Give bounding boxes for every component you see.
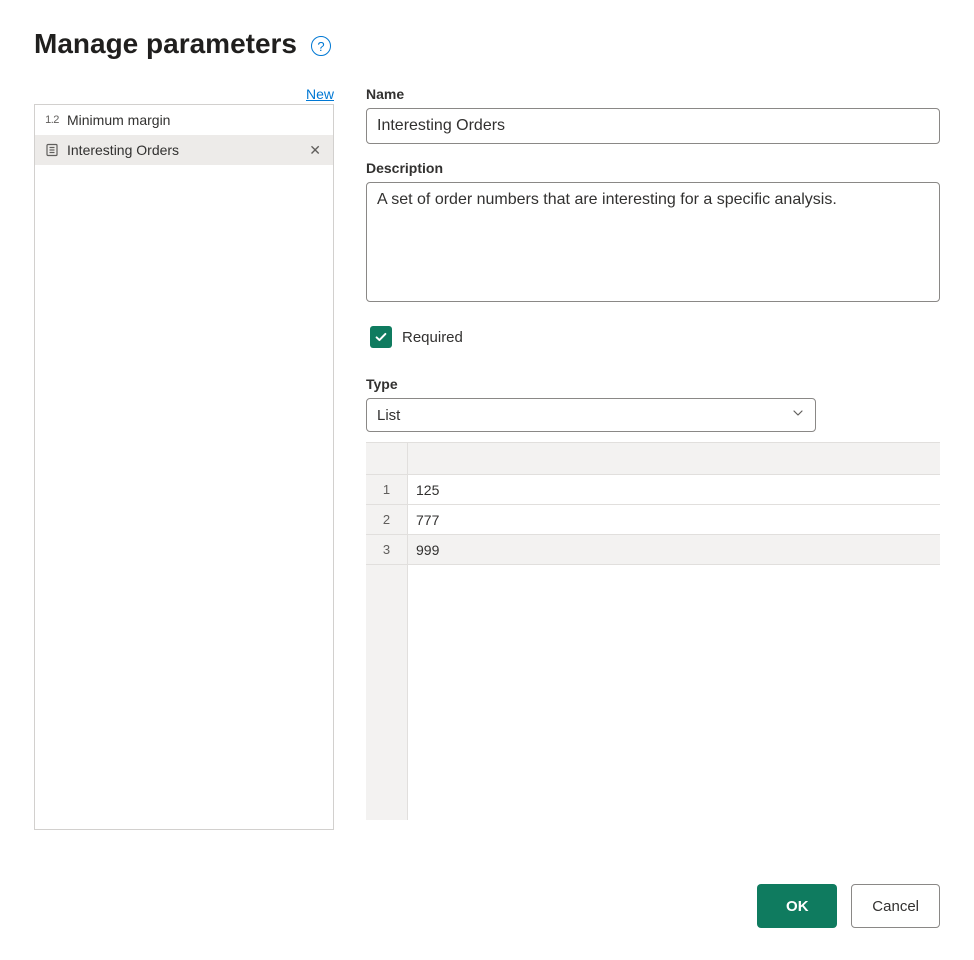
name-input[interactable] bbox=[366, 108, 940, 144]
grid-row[interactable]: 1125 bbox=[366, 475, 940, 505]
grid-cell[interactable]: 125 bbox=[408, 475, 940, 504]
parameter-sidebar: New 1.2Minimum margin✕Interesting Orders… bbox=[34, 86, 334, 830]
ok-button[interactable]: OK bbox=[757, 884, 837, 928]
cancel-button[interactable]: Cancel bbox=[851, 884, 940, 928]
grid-row[interactable]: 3999 bbox=[366, 535, 940, 565]
parameter-list-item[interactable]: Interesting Orders ✕ bbox=[35, 135, 333, 165]
delete-parameter-icon[interactable]: ✕ bbox=[305, 142, 325, 159]
grid-row-number: 1 bbox=[366, 475, 408, 504]
parameter-list-item[interactable]: 1.2Minimum margin✕ bbox=[35, 105, 333, 135]
type-label: Type bbox=[366, 376, 940, 392]
help-icon[interactable]: ? bbox=[311, 36, 331, 56]
chevron-down-icon bbox=[791, 406, 805, 424]
grid-corner-cell bbox=[366, 443, 408, 474]
type-value: List bbox=[377, 407, 400, 424]
list-values-grid: 112527773999 bbox=[366, 442, 940, 820]
grid-header-cell bbox=[408, 443, 940, 474]
new-parameter-link[interactable]: New bbox=[306, 86, 334, 102]
parameter-form: Name Description Required Type List bbox=[366, 86, 940, 830]
grid-cell[interactable]: 777 bbox=[408, 505, 940, 534]
dialog-footer: OK Cancel bbox=[757, 884, 940, 928]
list-type-icon bbox=[43, 143, 61, 157]
parameter-list: 1.2 Minimum margin ✕Interesting Orders ✕ bbox=[34, 104, 334, 830]
dialog-header: Manage parameters ? bbox=[34, 28, 940, 60]
description-label: Description bbox=[366, 160, 940, 176]
grid-row-number: 3 bbox=[366, 535, 408, 564]
required-label: Required bbox=[402, 329, 463, 346]
grid-cell[interactable]: 999 bbox=[408, 535, 940, 564]
dialog-title: Manage parameters bbox=[34, 28, 297, 60]
required-checkbox[interactable] bbox=[370, 326, 392, 348]
type-select[interactable]: List bbox=[366, 398, 816, 432]
grid-header-row bbox=[366, 443, 940, 475]
grid-row[interactable]: 2777 bbox=[366, 505, 940, 535]
check-icon bbox=[374, 330, 388, 344]
grid-row-number: 2 bbox=[366, 505, 408, 534]
parameter-list-label: Minimum margin bbox=[67, 112, 325, 128]
grid-filler bbox=[366, 565, 940, 820]
manage-parameters-dialog: Manage parameters ? New 1.2 Minimum margi… bbox=[0, 0, 974, 960]
name-label: Name bbox=[366, 86, 940, 102]
description-input[interactable] bbox=[366, 182, 940, 302]
number-type-icon: 1.2 bbox=[43, 114, 61, 126]
parameter-list-label: Interesting Orders bbox=[67, 142, 299, 158]
